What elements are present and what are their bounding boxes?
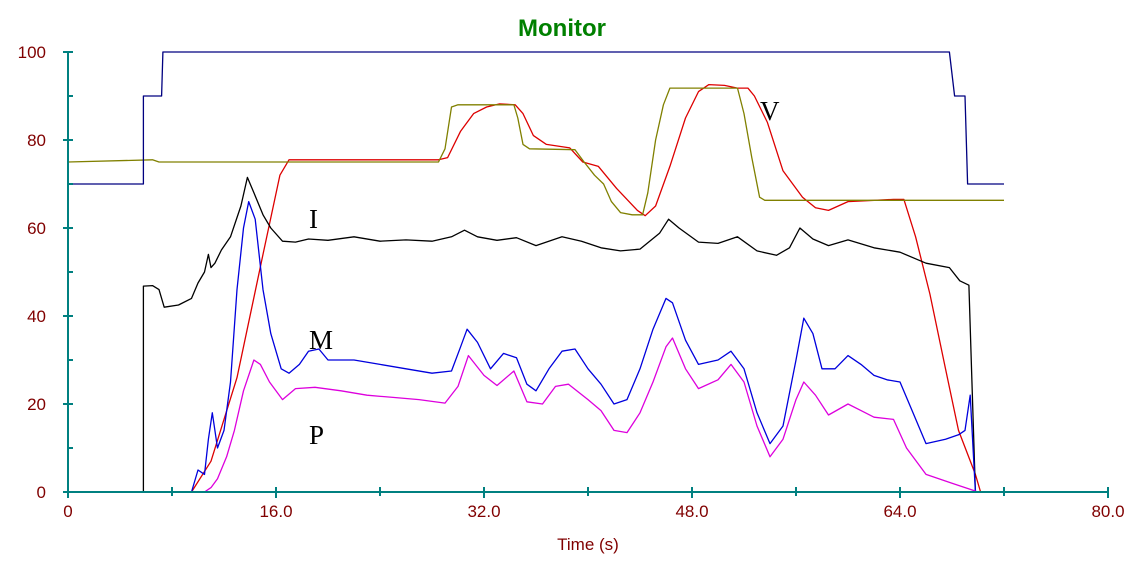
y-axis-ticks: 0 20 40 60 80 100 <box>18 43 73 502</box>
series-line-i <box>68 176 1004 493</box>
y-tick-label: 40 <box>27 307 46 326</box>
x-tick-label: 80.0 <box>1091 502 1124 521</box>
series-line-p <box>68 337 1004 493</box>
series-label-m: M <box>309 325 333 355</box>
chart-title: Monitor <box>518 15 606 42</box>
series-line-unlabeled-1 <box>67 87 1004 216</box>
series-line-v <box>68 83 1004 493</box>
y-tick-label: 80 <box>27 131 46 150</box>
x-tick-label: 32.0 <box>467 502 500 521</box>
x-tick-label: 16.0 <box>259 502 292 521</box>
series-label-p: P <box>309 420 324 450</box>
x-tick-label: 0 <box>63 502 72 521</box>
series-line-unlabeled-2 <box>68 51 1004 185</box>
x-axis-title: Time (s) <box>557 535 619 554</box>
series-line-m <box>68 200 1004 493</box>
x-tick-label: 64.0 <box>883 502 916 521</box>
y-tick-label: 20 <box>27 395 46 414</box>
plot-area <box>67 51 1004 493</box>
series-label-v: V <box>760 96 780 126</box>
y-tick-label: 60 <box>27 219 46 238</box>
x-tick-label: 48.0 <box>675 502 708 521</box>
x-axis-ticks: 0 16.0 32.0 48.0 64.0 80.0 <box>63 487 1124 521</box>
series-label-i: I <box>309 204 318 234</box>
y-tick-label: 100 <box>18 43 46 62</box>
y-tick-label: 0 <box>37 483 46 502</box>
